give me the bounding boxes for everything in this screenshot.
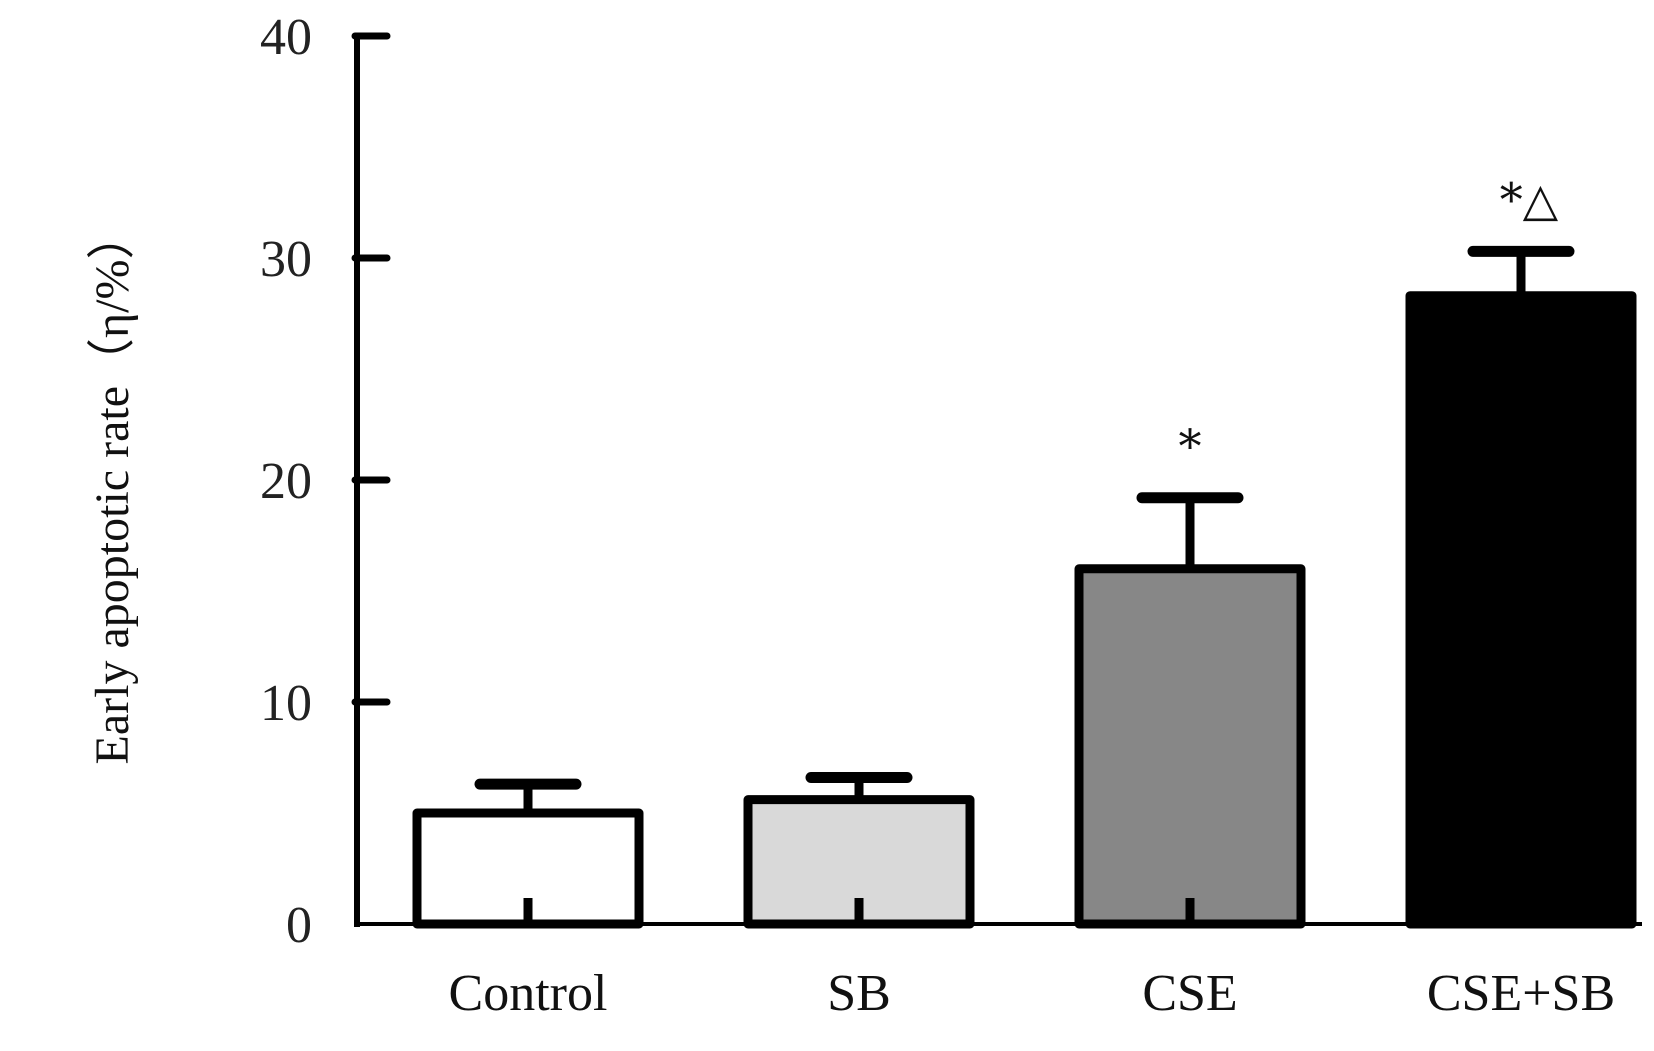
bars-layer xyxy=(412,245,1637,929)
annotation-cse-sb: *△ xyxy=(1500,172,1559,226)
x-tick-label-sb: SB xyxy=(827,965,891,1022)
x-tick-label-control: Control xyxy=(449,965,608,1022)
x-tick-label-cse: CSE xyxy=(1142,965,1237,1022)
y-tick-label-40: 40 xyxy=(260,9,312,66)
annotation-cse: * xyxy=(1179,419,1202,473)
y-tick-label-20: 20 xyxy=(260,453,312,510)
y-tick-label-30: 30 xyxy=(260,231,312,288)
y-tick-label-0: 0 xyxy=(286,897,312,954)
x-tick-label-cse-sb: CSE+SB xyxy=(1427,965,1615,1022)
bar-cse-sb xyxy=(1405,291,1637,929)
y-tick-label-10: 10 xyxy=(260,675,312,732)
axes-layer: Control SB CSE * CSE+SB *△ 0 10 20 30 40 xyxy=(260,9,1642,1022)
bar-cse xyxy=(1074,564,1306,929)
y-axis-label: Early apoptotic rate（η/%） xyxy=(86,212,139,765)
